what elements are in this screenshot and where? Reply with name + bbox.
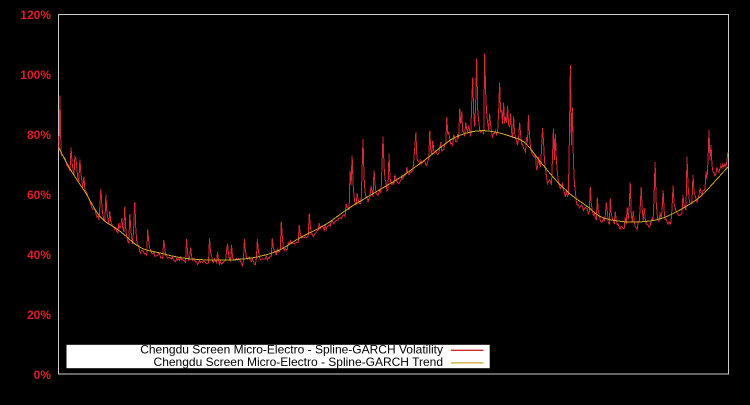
svg-text:40%: 40%	[27, 248, 51, 262]
svg-text:Chengdu Screen Micro-Electro -: Chengdu Screen Micro-Electro - Spline-GA…	[154, 355, 443, 369]
svg-text:80%: 80%	[27, 128, 51, 142]
svg-text:100%: 100%	[20, 68, 51, 82]
svg-text:Chengdu Screen Micro-Electro -: Chengdu Screen Micro-Electro - Spline-GA…	[140, 343, 443, 357]
svg-text:120%: 120%	[20, 8, 51, 22]
svg-text:20%: 20%	[27, 308, 51, 322]
svg-text:0%: 0%	[34, 368, 52, 382]
svg-text:60%: 60%	[27, 188, 51, 202]
